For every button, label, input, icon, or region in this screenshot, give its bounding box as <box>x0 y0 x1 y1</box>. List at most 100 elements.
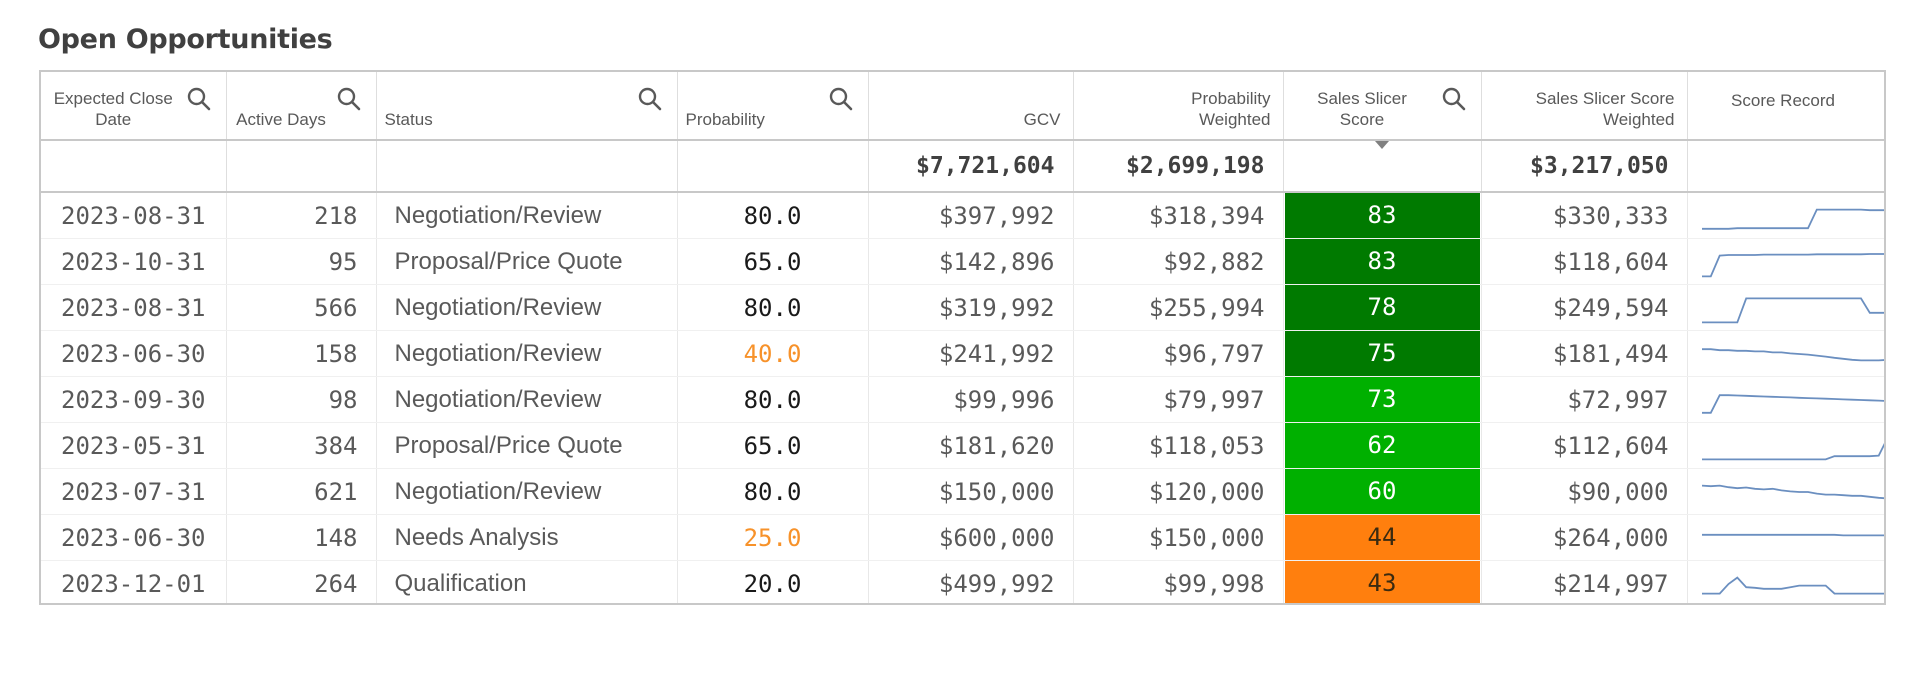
cell-score-record[interactable] <box>1687 422 1884 469</box>
cell-status[interactable]: Negotiation/Review <box>376 284 678 331</box>
cell-probability[interactable]: 20.0 <box>677 560 869 603</box>
cell-probability[interactable]: 80.0 <box>677 192 869 239</box>
cell-score-record[interactable] <box>1687 192 1884 239</box>
table-row[interactable]: 2023-10-31 95 Proposal/Price Quote 65.0 $142… <box>41 238 1884 285</box>
column-header-gcv[interactable]: GCV <box>868 72 1074 140</box>
cell-gcv[interactable]: $600,000 <box>868 514 1074 561</box>
cell-score-record[interactable] <box>1687 284 1884 331</box>
cell-gcv[interactable]: $397,992 <box>868 192 1074 239</box>
cell-gcv[interactable]: $499,992 <box>868 560 1074 603</box>
cell-active-days[interactable]: 98 <box>226 376 377 423</box>
cell-gcv[interactable]: $241,992 <box>868 330 1074 377</box>
table-row[interactable]: 2023-07-31 621 Negotiation/Review 80.0 $150,… <box>41 468 1884 515</box>
cell-sales-slicer-score[interactable]: 83 <box>1283 192 1482 239</box>
cell-status[interactable]: Negotiation/Review <box>376 468 678 515</box>
cell-probability[interactable]: 40.0 <box>677 330 869 377</box>
search-icon[interactable] <box>1441 86 1467 112</box>
column-header-expected-close-date[interactable]: Expected Close Date <box>41 72 227 140</box>
cell-sales-slicer-score[interactable]: 75 <box>1283 330 1482 377</box>
cell-gcv[interactable]: $319,992 <box>868 284 1074 331</box>
cell-status[interactable]: Negotiation/Review <box>376 330 678 377</box>
table-row[interactable]: 2023-09-30 98 Negotiation/Review 80.0 $99,99… <box>41 376 1884 423</box>
search-icon[interactable] <box>637 86 663 112</box>
cell-expected-close-date[interactable]: 2023-08-31 <box>41 192 227 239</box>
table-row[interactable]: 2023-12-01 264 Qualification 20.0 $499,992 $9… <box>41 560 1884 603</box>
cell-gcv[interactable]: $181,620 <box>868 422 1074 469</box>
column-header-probability-weighted[interactable]: Probability Weighted <box>1073 72 1284 140</box>
column-header-active-days[interactable]: Active Days <box>226 72 377 140</box>
column-header-sales-slicer-score-weighted[interactable]: Sales Slicer Score Weighted <box>1481 72 1688 140</box>
cell-probability-weighted[interactable]: $96,797 <box>1073 330 1284 377</box>
column-header-status[interactable]: Status <box>376 72 678 140</box>
cell-sales-slicer-score[interactable]: 43 <box>1283 560 1482 603</box>
cell-score-record[interactable] <box>1687 468 1884 515</box>
search-icon[interactable] <box>336 86 362 112</box>
column-header-sales-slicer-score[interactable]: Sales Slicer Score <box>1283 72 1482 140</box>
cell-probability-weighted[interactable]: $120,000 <box>1073 468 1284 515</box>
cell-status[interactable]: Negotiation/Review <box>376 376 678 423</box>
cell-sales-slicer-score-weighted[interactable]: $112,604 <box>1481 422 1688 469</box>
cell-expected-close-date[interactable]: 2023-05-31 <box>41 422 227 469</box>
cell-probability-weighted[interactable]: $318,394 <box>1073 192 1284 239</box>
cell-active-days[interactable]: 218 <box>226 192 377 239</box>
cell-expected-close-date[interactable]: 2023-06-30 <box>41 330 227 377</box>
cell-probability[interactable]: 65.0 <box>677 238 869 285</box>
cell-score-record[interactable] <box>1687 238 1884 285</box>
cell-active-days[interactable]: 148 <box>226 514 377 561</box>
cell-sales-slicer-score[interactable]: 60 <box>1283 468 1482 515</box>
cell-sales-slicer-score-weighted[interactable]: $72,997 <box>1481 376 1688 423</box>
cell-probability-weighted[interactable]: $99,998 <box>1073 560 1284 603</box>
cell-sales-slicer-score[interactable]: 83 <box>1283 238 1482 285</box>
cell-active-days[interactable]: 264 <box>226 560 377 603</box>
cell-score-record[interactable] <box>1687 376 1884 423</box>
cell-sales-slicer-score-weighted[interactable]: $330,333 <box>1481 192 1688 239</box>
cell-status[interactable]: Qualification <box>376 560 678 603</box>
cell-sales-slicer-score[interactable]: 73 <box>1283 376 1482 423</box>
cell-active-days[interactable]: 566 <box>226 284 377 331</box>
cell-sales-slicer-score-weighted[interactable]: $181,494 <box>1481 330 1688 377</box>
cell-status[interactable]: Needs Analysis <box>376 514 678 561</box>
cell-gcv[interactable]: $142,896 <box>868 238 1074 285</box>
table-row[interactable]: 2023-08-31 566 Negotiation/Review 80.0 $319,… <box>41 284 1884 331</box>
cell-active-days[interactable]: 158 <box>226 330 377 377</box>
cell-expected-close-date[interactable]: 2023-12-01 <box>41 560 227 603</box>
search-icon[interactable] <box>186 86 212 112</box>
table-row[interactable]: 2023-05-31 384 Proposal/Price Quote 65.0 $18… <box>41 422 1884 469</box>
cell-probability[interactable]: 80.0 <box>677 376 869 423</box>
cell-active-days[interactable]: 384 <box>226 422 377 469</box>
cell-sales-slicer-score[interactable]: 44 <box>1283 514 1482 561</box>
cell-active-days[interactable]: 621 <box>226 468 377 515</box>
cell-probability-weighted[interactable]: $118,053 <box>1073 422 1284 469</box>
cell-probability[interactable]: 80.0 <box>677 468 869 515</box>
cell-gcv[interactable]: $150,000 <box>868 468 1074 515</box>
cell-status[interactable]: Negotiation/Review <box>376 192 678 239</box>
cell-expected-close-date[interactable]: 2023-07-31 <box>41 468 227 515</box>
cell-probability[interactable]: 80.0 <box>677 284 869 331</box>
cell-score-record[interactable] <box>1687 560 1884 603</box>
cell-expected-close-date[interactable]: 2023-10-31 <box>41 238 227 285</box>
cell-probability-weighted[interactable]: $150,000 <box>1073 514 1284 561</box>
cell-expected-close-date[interactable]: 2023-08-31 <box>41 284 227 331</box>
column-header-score-record[interactable]: Score Record <box>1687 72 1884 140</box>
cell-sales-slicer-score-weighted[interactable]: $90,000 <box>1481 468 1688 515</box>
cell-probability-weighted[interactable]: $79,997 <box>1073 376 1284 423</box>
table-row[interactable]: 2023-06-30 148 Needs Analysis 25.0 $600,000 $… <box>41 514 1884 561</box>
cell-probability-weighted[interactable]: $92,882 <box>1073 238 1284 285</box>
cell-score-record[interactable] <box>1687 514 1884 561</box>
cell-sales-slicer-score-weighted[interactable]: $249,594 <box>1481 284 1688 331</box>
cell-expected-close-date[interactable]: 2023-06-30 <box>41 514 227 561</box>
search-icon[interactable] <box>828 86 854 112</box>
cell-probability[interactable]: 25.0 <box>677 514 869 561</box>
cell-sales-slicer-score-weighted[interactable]: $214,997 <box>1481 560 1688 603</box>
cell-score-record[interactable] <box>1687 330 1884 377</box>
cell-sales-slicer-score-weighted[interactable]: $264,000 <box>1481 514 1688 561</box>
cell-gcv[interactable]: $99,996 <box>868 376 1074 423</box>
cell-status[interactable]: Proposal/Price Quote <box>376 422 678 469</box>
cell-probability-weighted[interactable]: $255,994 <box>1073 284 1284 331</box>
cell-sales-slicer-score-weighted[interactable]: $118,604 <box>1481 238 1688 285</box>
cell-sales-slicer-score[interactable]: 78 <box>1283 284 1482 331</box>
cell-expected-close-date[interactable]: 2023-09-30 <box>41 376 227 423</box>
column-header-probability[interactable]: Probability <box>677 72 869 140</box>
cell-status[interactable]: Proposal/Price Quote <box>376 238 678 285</box>
cell-active-days[interactable]: 95 <box>226 238 377 285</box>
